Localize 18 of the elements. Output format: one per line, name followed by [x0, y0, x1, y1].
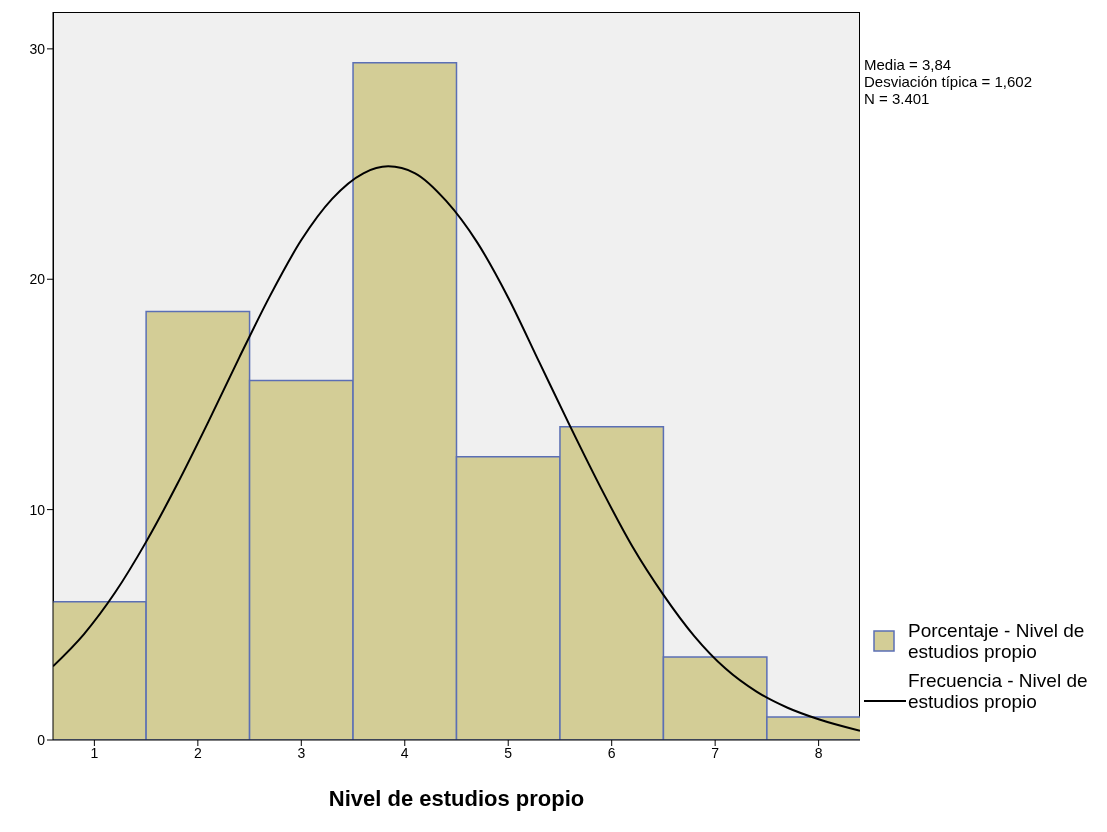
- y-tick-label: 0: [37, 731, 46, 748]
- x-tick-label: 2: [193, 744, 202, 761]
- x-tick-label: 3: [297, 744, 306, 761]
- y-tick-label: 30: [29, 40, 46, 57]
- x-tick-label: 1: [90, 744, 99, 761]
- x-axis-title: Nivel de estudios propio: [328, 786, 585, 811]
- text: Media = 3,84: [864, 56, 953, 73]
- x-tick-label: 7: [711, 744, 720, 761]
- x-tick-label: 4: [400, 744, 409, 761]
- y-tick-label: 10: [29, 501, 46, 518]
- y-tick-label: 20: [29, 271, 46, 288]
- text: Desviación típica = 1,602: [864, 73, 1033, 90]
- legend-label: Frecuencia - Nivel de estudios propio: [908, 670, 1089, 712]
- x-tick-label: 6: [607, 744, 616, 761]
- legend-label: Porcentaje - Nivel de estudios propio: [908, 620, 1086, 662]
- x-tick-label: 5: [504, 744, 513, 761]
- text: N = 3.401: [864, 90, 931, 107]
- x-tick-label: 8: [814, 744, 823, 761]
